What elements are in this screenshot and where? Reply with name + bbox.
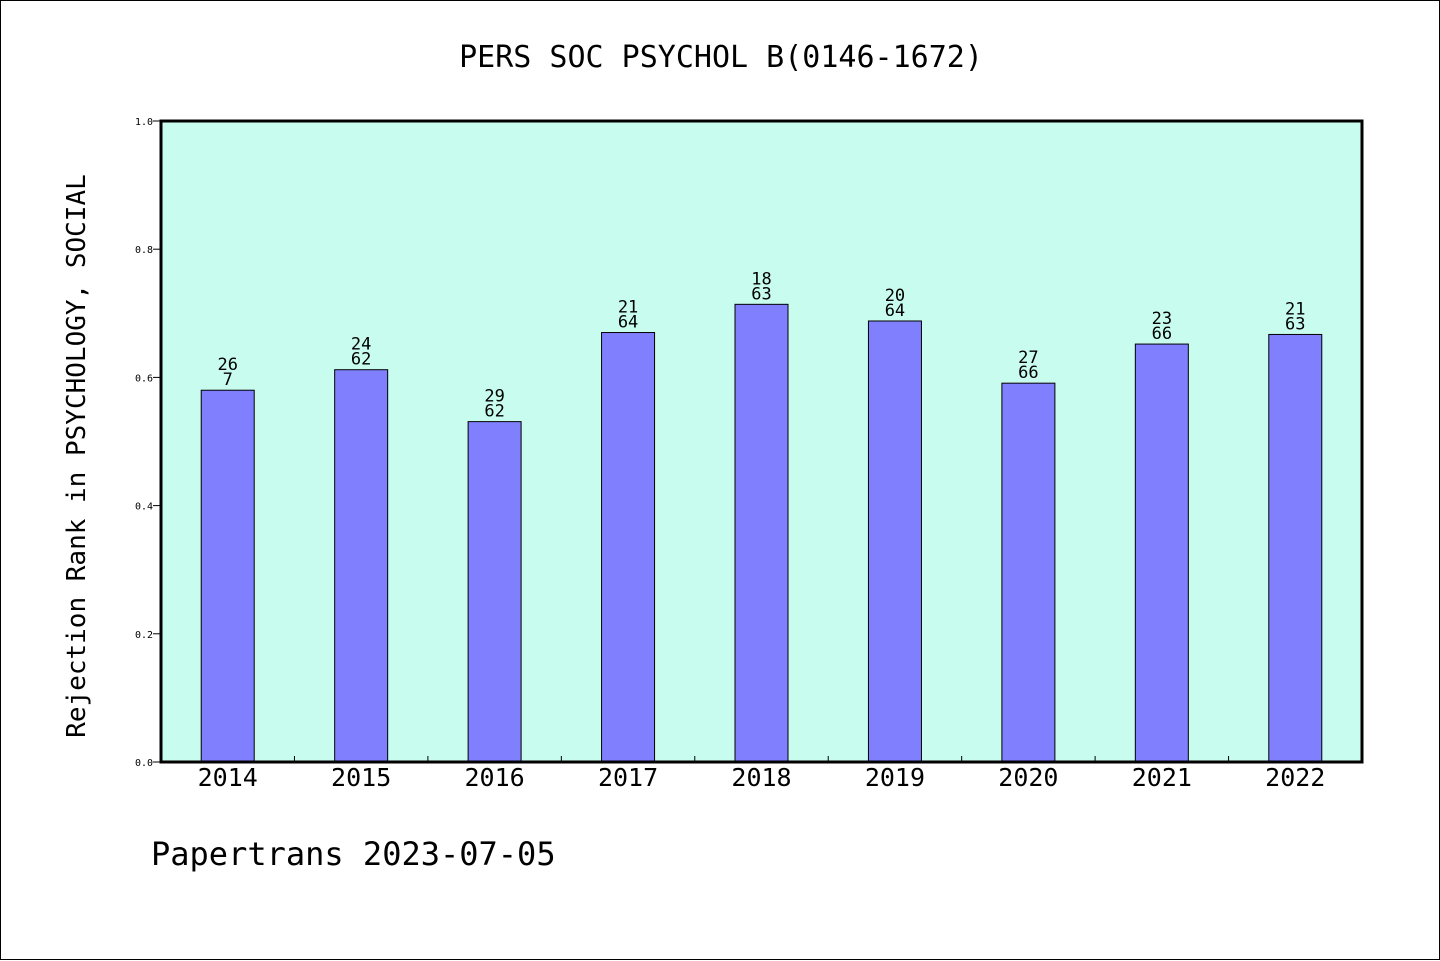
x-tick-label: 2022 (1265, 763, 1325, 792)
bar-label-top: 21 (1285, 299, 1305, 319)
bar (1268, 333, 1323, 763)
x-tick-label: 2019 (865, 763, 925, 792)
chart-title: PERS SOC PSYCHOL B(0146-1672) (459, 40, 983, 75)
bar-label-bottom: 66 (1152, 324, 1172, 344)
y-axis: 0.0 0.2 0.4 0.6 0.8 1.0 (135, 117, 161, 769)
bar (467, 421, 522, 763)
bar-label-bottom: 63 (751, 284, 771, 304)
bar-label-top: 23 (1152, 309, 1172, 329)
bar-label-top: 27 (1018, 348, 1038, 368)
bar-label-top: 21 (618, 298, 638, 318)
x-axis: 2014 2015 2016 2017 2018 2019 2020 2021 2022 (198, 756, 1325, 792)
bar (734, 303, 789, 763)
footer-credit: Papertrans 2023-07-05 (151, 835, 556, 873)
bar-label-top: 20 (885, 286, 905, 306)
bar (200, 389, 255, 763)
bar-label-top: 29 (484, 387, 504, 407)
x-tick-label: 2020 (998, 763, 1058, 792)
bar-label-bottom: 62 (351, 350, 371, 370)
y-tick-label: 1.0 (135, 117, 153, 128)
x-tick-label: 2016 (465, 763, 525, 792)
y-tick-label: 0.0 (135, 758, 153, 769)
y-tick-label: 0.8 (135, 245, 153, 256)
bar (1001, 382, 1056, 763)
bar-label-bottom: 7 (223, 370, 233, 390)
bar-label-bottom: 63 (1285, 314, 1305, 334)
bar (334, 369, 389, 763)
x-tick-label: 2021 (1132, 763, 1192, 792)
x-tick-label: 2017 (598, 763, 658, 792)
bar-label-bottom: 66 (1018, 363, 1038, 383)
bar-label-bottom: 62 (484, 402, 504, 422)
bar-label-top: 18 (751, 269, 771, 289)
bar-label-bottom: 64 (885, 301, 905, 321)
y-axis-title: Rejection Rank in PSYCHOLOGY, SOCIAL (62, 174, 92, 738)
y-tick-label: 0.6 (135, 373, 153, 384)
x-tick-label: 2018 (731, 763, 791, 792)
bar (1134, 343, 1189, 763)
y-tick-label: 0.4 (135, 502, 153, 513)
bar (867, 320, 922, 763)
bar-label-top: 26 (217, 355, 237, 375)
bar-label-bottom: 64 (618, 313, 638, 333)
bar-label-top: 24 (351, 335, 371, 355)
x-tick-label: 2014 (198, 763, 258, 792)
bars (200, 303, 1323, 763)
x-tick-label: 2015 (331, 763, 391, 792)
bar (601, 332, 656, 763)
y-tick-label: 0.2 (135, 630, 153, 641)
plot-border (159, 119, 1364, 764)
